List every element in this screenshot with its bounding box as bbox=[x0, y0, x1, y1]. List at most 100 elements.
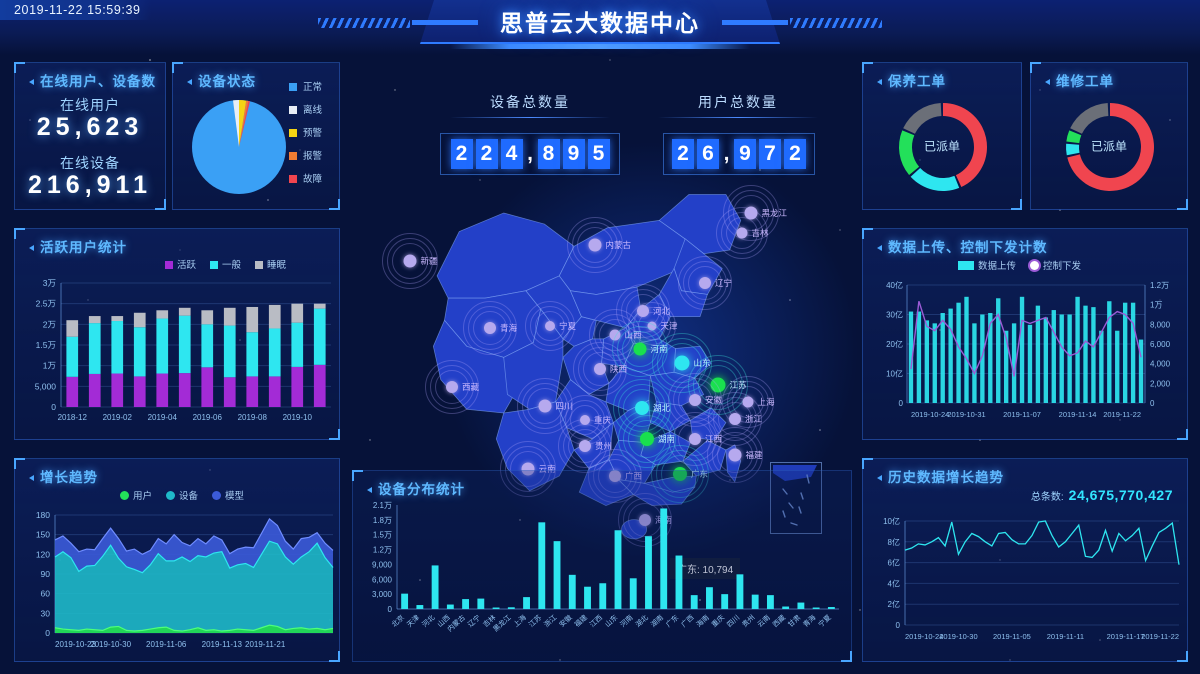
upload-bar[interactable] bbox=[972, 323, 977, 403]
distribution-bar-辽宁[interactable] bbox=[477, 598, 485, 609]
bar-segment-睡眠[interactable] bbox=[66, 320, 79, 337]
upload-bar[interactable] bbox=[1043, 317, 1049, 403]
bar-segment-活跃[interactable] bbox=[313, 364, 326, 407]
legend-item-设备[interactable]: 设备 bbox=[166, 488, 198, 502]
bar-segment-一般[interactable] bbox=[133, 327, 146, 377]
distribution-bar-甘肃[interactable] bbox=[797, 602, 805, 609]
upload-bar[interactable] bbox=[932, 323, 937, 403]
upload-bar[interactable] bbox=[1003, 330, 1009, 403]
bar-segment-一般[interactable] bbox=[88, 323, 101, 374]
legend-item-用户[interactable]: 用户 bbox=[120, 488, 152, 502]
repair-slice-已完成[interactable] bbox=[1066, 130, 1082, 144]
upload-bar[interactable] bbox=[1107, 301, 1112, 403]
bar-segment-睡眠[interactable] bbox=[88, 316, 101, 324]
bar-segment-一般[interactable] bbox=[223, 325, 236, 378]
device-status-legend-item-预警[interactable]: 预警 bbox=[289, 125, 322, 139]
bar-segment-一般[interactable] bbox=[246, 332, 259, 377]
area-设备[interactable] bbox=[55, 541, 333, 632]
bar-segment-睡眠[interactable] bbox=[223, 307, 236, 326]
bar-segment-活跃[interactable] bbox=[111, 373, 124, 407]
distribution-bar-浙江[interactable] bbox=[553, 541, 561, 609]
distribution-bar-吉林[interactable] bbox=[492, 607, 500, 609]
distribution-bar-重庆[interactable] bbox=[721, 594, 729, 609]
bar-segment-活跃[interactable] bbox=[133, 376, 146, 407]
distribution-bar-宁夏[interactable] bbox=[827, 607, 835, 609]
bar-segment-活跃[interactable] bbox=[66, 376, 79, 407]
distribution-bar-云南[interactable] bbox=[766, 595, 774, 609]
bar-segment-睡眠[interactable] bbox=[313, 303, 326, 309]
distribution-bar-北京[interactable] bbox=[401, 593, 409, 609]
legend-item-模型[interactable]: 模型 bbox=[212, 488, 244, 502]
upload-bar[interactable] bbox=[1035, 305, 1041, 403]
device-status-legend-item-报警[interactable]: 报警 bbox=[289, 148, 322, 162]
distribution-bar-广东[interactable] bbox=[675, 555, 683, 609]
bar-segment-活跃[interactable] bbox=[268, 376, 281, 407]
bar-segment-活跃[interactable] bbox=[223, 377, 236, 407]
upload-bar[interactable] bbox=[1138, 339, 1144, 403]
distribution-bar-湖南[interactable] bbox=[660, 508, 668, 609]
upload-bar[interactable] bbox=[908, 311, 914, 403]
upload-bar[interactable] bbox=[956, 302, 961, 403]
distribution-bar-内蒙古[interactable] bbox=[462, 599, 470, 609]
area-模型[interactable] bbox=[55, 518, 333, 573]
china-map[interactable]: 黑龙江 吉林 内蒙古 辽宁 河北 天津 新疆 宁夏 山西 河南 山东 青海 陕西 江苏 安徽 上海 西藏 四川 湖北… bbox=[350, 150, 850, 579]
upload-bar[interactable] bbox=[1115, 330, 1120, 403]
bar-segment-活跃[interactable] bbox=[291, 366, 304, 407]
bar-segment-一般[interactable] bbox=[313, 308, 326, 365]
distribution-bar-福建[interactable] bbox=[584, 586, 591, 609]
bar-segment-睡眠[interactable] bbox=[178, 307, 191, 316]
distribution-bar-黑龙江[interactable] bbox=[507, 607, 515, 609]
maintenance-slice-已派单[interactable] bbox=[943, 103, 987, 188]
repair-slice-未派单[interactable] bbox=[1070, 103, 1109, 134]
bar-segment-活跃[interactable] bbox=[88, 373, 101, 407]
upload-bar[interactable] bbox=[1091, 307, 1096, 403]
repair-slice-已派单[interactable] bbox=[1067, 103, 1154, 191]
upload-bar[interactable] bbox=[1019, 296, 1025, 403]
distribution-bar-山东[interactable] bbox=[614, 530, 622, 609]
distribution-bar-河南[interactable] bbox=[629, 578, 637, 609]
bar-segment-活跃[interactable] bbox=[156, 373, 169, 407]
distribution-bar-湖北[interactable] bbox=[645, 536, 652, 609]
maintenance-slice-已接单[interactable] bbox=[899, 130, 920, 176]
distribution-bar-江苏[interactable] bbox=[538, 522, 546, 609]
upload-bar[interactable] bbox=[1122, 302, 1128, 403]
distribution-bar-山西[interactable] bbox=[446, 604, 454, 609]
upload-bar[interactable] bbox=[1051, 310, 1056, 403]
bar-segment-一般[interactable] bbox=[178, 315, 191, 374]
bar-segment-活跃[interactable] bbox=[178, 373, 191, 407]
bar-segment-一般[interactable] bbox=[111, 321, 124, 374]
upload-bar[interactable] bbox=[1075, 296, 1080, 403]
legend-item-活跃[interactable]: 活跃 bbox=[165, 257, 196, 271]
distribution-bar-天津[interactable] bbox=[416, 605, 424, 609]
distribution-bar-河北[interactable] bbox=[431, 565, 439, 609]
legend-item-一般[interactable]: 一般 bbox=[210, 257, 241, 271]
upload-bar[interactable] bbox=[996, 298, 1001, 403]
bar-segment-睡眠[interactable] bbox=[291, 303, 304, 323]
legend-item-数据上传[interactable]: 数据上传 bbox=[958, 258, 1016, 272]
distribution-bar-青海[interactable] bbox=[812, 607, 820, 609]
distribution-bar-贵州[interactable] bbox=[751, 594, 759, 609]
device-status-legend-item-离线[interactable]: 离线 bbox=[289, 102, 322, 116]
bar-segment-睡眠[interactable] bbox=[111, 316, 124, 322]
repair-slice-已接单[interactable] bbox=[1066, 143, 1080, 156]
bar-segment-睡眠[interactable] bbox=[268, 304, 281, 329]
upload-bar[interactable] bbox=[924, 320, 930, 403]
device-status-legend-item-正常[interactable]: 正常 bbox=[289, 79, 322, 93]
bar-segment-一般[interactable] bbox=[201, 324, 214, 368]
upload-bar[interactable] bbox=[1059, 314, 1064, 404]
distribution-bar-广西[interactable] bbox=[690, 595, 698, 609]
bar-segment-一般[interactable] bbox=[156, 318, 169, 374]
upload-bar[interactable] bbox=[980, 314, 985, 404]
upload-bar[interactable] bbox=[948, 308, 953, 403]
upload-bar[interactable] bbox=[988, 313, 993, 403]
maintenance-slice-已完成[interactable] bbox=[910, 167, 960, 191]
upload-bar[interactable] bbox=[1067, 314, 1072, 404]
bar-segment-睡眠[interactable] bbox=[133, 312, 146, 328]
legend-item-控制下发[interactable]: 控制下发 bbox=[1030, 258, 1081, 272]
distribution-bar-四川[interactable] bbox=[736, 574, 744, 609]
bar-segment-一般[interactable] bbox=[66, 336, 79, 377]
distribution-bar-西藏[interactable] bbox=[782, 606, 790, 609]
bar-segment-活跃[interactable] bbox=[246, 376, 259, 407]
upload-bar[interactable] bbox=[964, 296, 969, 403]
upload-bar[interactable] bbox=[1011, 323, 1017, 403]
